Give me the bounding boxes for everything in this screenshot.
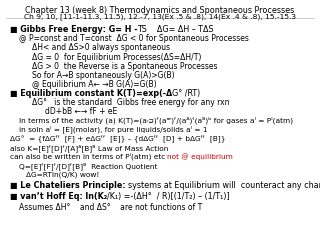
Text: Ch 9, 10, [11-1-11.3, 11.5), 12.-7, 13(Ex .5 & .8), 14(Ex .4 & .8), 15.-15.3: Ch 9, 10, [11-1-11.3, 11.5), 12.-7, 13(E…	[24, 13, 296, 20]
Text: @ P=const and T=const  ΔG < 0 for Spontaneous Processes: @ P=const and T=const ΔG < 0 for Spontan…	[19, 34, 249, 43]
Text: ΔG = 0  for Equilibrium Processes(ΔS=ΔH/T): ΔG = 0 for Equilibrium Processes(ΔS=ΔH/T…	[32, 53, 201, 62]
Text: G° /RT): G° /RT)	[172, 89, 200, 98]
Text: @ Equilibrium A← →B G(A)=G(B): @ Equilibrium A← →B G(A)=G(B)	[32, 80, 156, 89]
Text: can also be written in terms of Pᴵ(atm) etc: can also be written in terms of Pᴵ(atm) …	[10, 153, 167, 160]
Text: ΔG > 0  the Reverse is a Spontaneous Processes: ΔG > 0 the Reverse is a Spontaneous Proc…	[32, 62, 218, 71]
Text: ■ Le Chateliers Principle:: ■ Le Chateliers Principle:	[10, 181, 128, 190]
Text: ΔG°   is the standard  Gibbs free energy for any rxn: ΔG° is the standard Gibbs free energy fo…	[32, 98, 229, 107]
Text: also K=[E]ᶠ[D]ᶠ/[A]ᴬ[B]ᴮ Law of Mass Action: also K=[E]ᶠ[D]ᶠ/[A]ᴬ[B]ᴮ Law of Mass Act…	[10, 144, 168, 151]
Text: ΔG=RTln(Q/K) wow!: ΔG=RTln(Q/K) wow!	[26, 171, 99, 178]
Text: not @ equilibrium: not @ equilibrium	[167, 153, 233, 160]
Text: Chapter 13 (week 8) Thermodynamics and Spontaneous Processes: Chapter 13 (week 8) Thermodynamics and S…	[25, 6, 295, 15]
Text: Q=[E]ᶠ[F]ᶠ/[D]ᶠ[B]ᴮ  Reaction Quotient: Q=[E]ᶠ[F]ᶠ/[D]ᶠ[B]ᴮ Reaction Quotient	[19, 162, 157, 170]
Text: /K₁) =-(ΔH°  / R)[(1/T₂) – (1/T₁)]: /K₁) =-(ΔH° / R)[(1/T₂) – (1/T₁)]	[107, 192, 230, 201]
Text: ■ vanʼt Hoff Eq: ln(K₂: ■ vanʼt Hoff Eq: ln(K₂	[10, 192, 107, 201]
Text: in soln aᴵ = [E](molar), for pure liquids/solids aᴵ = 1: in soln aᴵ = [E](molar), for pure liquid…	[19, 126, 208, 133]
Text: TS    ΔG= ΔH – TΔS: TS ΔG= ΔH – TΔS	[137, 25, 214, 34]
Text: ■ Gibbs Free Energy: G= H -: ■ Gibbs Free Energy: G= H -	[10, 25, 137, 34]
Text: systems at Equilibrium will  counteract any change: systems at Equilibrium will counteract a…	[128, 181, 320, 190]
Text: ΔH< and ΔS>0 always spontaneous: ΔH< and ΔS>0 always spontaneous	[32, 43, 170, 53]
Text: ■ Equilibrium constant K(T)=exp(-Δ: ■ Equilibrium constant K(T)=exp(-Δ	[10, 89, 172, 98]
Text: Assumes ΔH°    and ΔS°    are not functions of T: Assumes ΔH° and ΔS° are not functions of…	[19, 203, 203, 212]
Text: ΔG°  = {fΔGᶠᶠ  [F] + eΔGᶠᶠ  [E]} – {dΔGᶠᶠ  [D] + bΔGᶠᶠ  [B]}: ΔG° = {fΔGᶠᶠ [F] + eΔGᶠᶠ [E]} – {dΔGᶠᶠ […	[10, 135, 225, 142]
Text: In terms of the activity (a) K(T)=(aᴞ)ᶠ(aᵆ)ᶠ/(aᴬ)ᶠ(aᴮ)ᵇ for gases aᴵ = Pᴵ(atm): In terms of the activity (a) K(T)=(aᴞ)ᶠ(…	[19, 116, 293, 124]
Text: dD+bB ←→ fF + eE: dD+bB ←→ fF + eE	[45, 107, 117, 116]
Text: So for A→B spontaneously G(A)>G(B): So for A→B spontaneously G(A)>G(B)	[32, 71, 175, 80]
